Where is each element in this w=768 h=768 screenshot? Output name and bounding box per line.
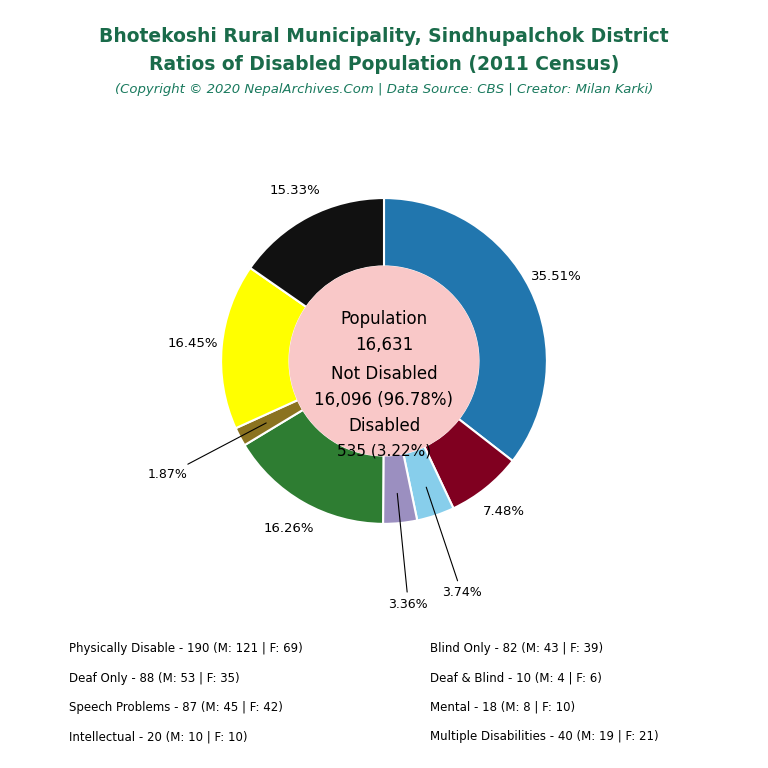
Text: Bhotekoshi Rural Municipality, Sindhupalchok District: Bhotekoshi Rural Municipality, Sindhupal… — [99, 27, 669, 46]
Wedge shape — [424, 419, 512, 508]
Text: Physically Disable - 190 (M: 121 | F: 69): Physically Disable - 190 (M: 121 | F: 69… — [69, 643, 303, 655]
Text: Ratios of Disabled Population (2011 Census): Ratios of Disabled Population (2011 Cens… — [149, 55, 619, 74]
Text: 16,631: 16,631 — [355, 336, 413, 354]
Text: Deaf Only - 88 (M: 53 | F: 35): Deaf Only - 88 (M: 53 | F: 35) — [69, 672, 240, 684]
Text: Disabled: Disabled — [348, 417, 420, 435]
Text: (Copyright © 2020 NepalArchives.Com | Data Source: CBS | Creator: Milan Karki): (Copyright © 2020 NepalArchives.Com | Da… — [115, 83, 653, 96]
Text: Speech Problems - 87 (M: 45 | F: 42): Speech Problems - 87 (M: 45 | F: 42) — [69, 701, 283, 713]
Text: Multiple Disabilities - 40 (M: 19 | F: 21): Multiple Disabilities - 40 (M: 19 | F: 2… — [430, 730, 659, 743]
Text: Deaf & Blind - 10 (M: 4 | F: 6): Deaf & Blind - 10 (M: 4 | F: 6) — [430, 672, 602, 684]
Wedge shape — [250, 198, 384, 307]
Text: 3.74%: 3.74% — [426, 487, 482, 599]
Wedge shape — [236, 400, 303, 445]
Text: 16,096 (96.78%): 16,096 (96.78%) — [315, 391, 453, 409]
Text: 15.33%: 15.33% — [270, 184, 320, 197]
Text: 16.26%: 16.26% — [263, 521, 314, 535]
Text: 16.45%: 16.45% — [167, 337, 218, 350]
Text: Intellectual - 20 (M: 10 | F: 10): Intellectual - 20 (M: 10 | F: 10) — [69, 730, 247, 743]
Wedge shape — [384, 198, 547, 461]
Text: 3.36%: 3.36% — [389, 493, 429, 611]
Text: 35.51%: 35.51% — [531, 270, 582, 283]
Circle shape — [290, 266, 478, 455]
Text: Not Disabled: Not Disabled — [331, 365, 437, 383]
Text: 1.87%: 1.87% — [147, 423, 266, 482]
Text: Blind Only - 82 (M: 43 | F: 39): Blind Only - 82 (M: 43 | F: 39) — [430, 643, 603, 655]
Text: Mental - 18 (M: 8 | F: 10): Mental - 18 (M: 8 | F: 10) — [430, 701, 575, 713]
Text: Population: Population — [340, 310, 428, 328]
Wedge shape — [403, 446, 453, 521]
Wedge shape — [244, 410, 383, 524]
Text: 535 (3.22%): 535 (3.22%) — [337, 443, 431, 458]
Wedge shape — [383, 453, 417, 524]
Wedge shape — [221, 268, 306, 429]
Text: 7.48%: 7.48% — [483, 505, 525, 518]
